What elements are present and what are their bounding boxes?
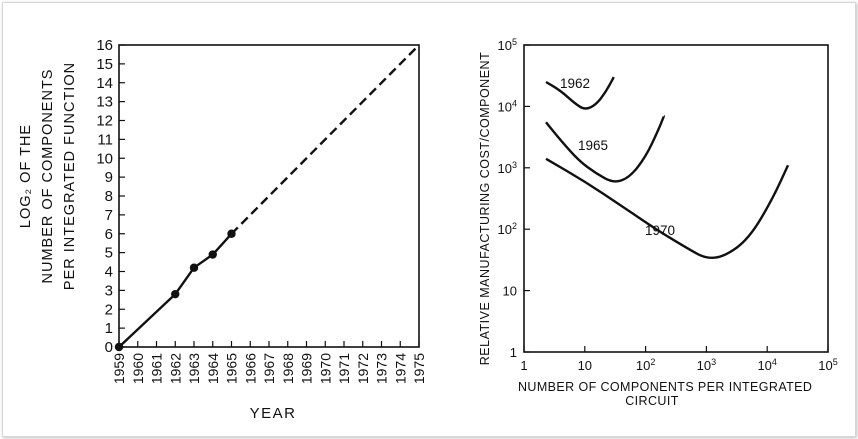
y-axis-label: RELATIVE MANUFACTURING COST/COMPONENT [478,52,492,365]
data-point [208,250,217,259]
y-tick-label: 9 [105,169,113,186]
curve-1962 [545,76,615,110]
series-label-1965: 1965 [578,138,608,153]
series-label-1970: 1970 [645,223,675,238]
data-point [171,289,180,299]
x-axis-label-line: CIRCUIT [625,394,679,408]
y-tick-label: 10 [503,284,517,299]
x-axis-label-line: NUMBER OF COMPONENTS PER INTEGRATED [518,380,812,394]
y-tick-label: 10 [96,150,113,167]
y-tick-label: 104 [498,98,517,114]
x-tick-label: 105 [818,357,837,373]
x-tick-label: 1963 [186,353,202,384]
curve-1965 [545,114,666,183]
y-tick-label: 103 [498,160,517,176]
y-tick-label: 7 [105,207,113,224]
y-tick-label: 8 [105,188,113,205]
x-axis-label: YEAR [250,405,297,422]
x-tick-label: 1974 [392,353,408,384]
data-point [189,263,199,272]
y-tick-label: 0 [105,339,113,356]
x-tick-label: 1965 [224,353,240,384]
x-tick-label: 1967 [261,353,277,384]
x-tick-label: 10 [578,358,592,373]
y-tick-label: 1 [510,345,517,360]
y-tick-label: 105 [498,37,517,53]
x-tick-label: 1959 [111,353,127,384]
y-tick-label: 11 [97,131,113,148]
y-tick-label: 13 [96,94,113,111]
projection-line [230,44,420,235]
chart-cost-per-component: 1 10 102 103 104 105 1 10 102 103 104 105 1962 1965 19… [478,37,838,408]
y-tick-label: 102 [498,221,517,237]
x-tick-label: 1964 [205,353,221,384]
plot-frame [523,44,829,353]
y-tick-label: 4 [105,264,113,281]
x-tick-label: 1962 [167,353,183,384]
y-tick-label: 5 [105,245,113,262]
x-tick-label: 1970 [317,353,333,384]
y-axis-label-line: NUMBER OF COMPONENTS [40,69,56,284]
y-tick-label: 6 [105,226,113,243]
y-tick-label: 1 [105,320,113,337]
y-tick-label: 12 [96,113,113,130]
x-tick-label: 1 [520,358,527,373]
y-axis-label-line: LOG₂ OF THE [18,124,34,228]
y-tick-label: 16 [96,37,113,54]
x-tick-label: 1966 [242,353,258,384]
curve-1970 [545,157,790,260]
y-tick-label: 3 [105,282,113,299]
x-tick-label: 102 [636,357,655,373]
x-tick-label: 104 [757,357,776,373]
data-point [114,342,124,352]
x-tick-label: 1960 [130,353,146,384]
x-tick-label: 103 [697,357,716,373]
x-tick-label: 1972 [355,353,371,384]
x-tick-label: 1961 [149,353,165,384]
x-tick-label: 1975 [411,353,427,384]
x-tick-label: 1973 [374,353,390,384]
y-tick-label: 2 [105,301,113,318]
y-tick-label: 14 [96,75,113,92]
y-axis-label-line: PER INTEGRATED FUNCTION [62,62,78,290]
x-tick-label: 1971 [336,353,352,384]
x-tick-label: 1968 [280,353,296,384]
y-tick-label: 15 [96,56,113,73]
series-label-1962: 1962 [560,76,590,91]
x-tick-label: 1969 [299,353,315,384]
